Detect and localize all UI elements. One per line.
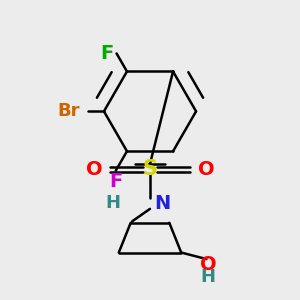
- Text: N: N: [154, 194, 171, 213]
- Text: F: F: [109, 172, 122, 191]
- Text: F: F: [100, 44, 114, 63]
- Text: H: H: [105, 194, 120, 212]
- Text: O: O: [86, 160, 102, 179]
- Text: Br: Br: [58, 102, 80, 120]
- Text: S: S: [142, 159, 158, 179]
- Text: O: O: [198, 160, 214, 179]
- Text: O: O: [200, 255, 216, 274]
- Text: H: H: [200, 268, 215, 286]
